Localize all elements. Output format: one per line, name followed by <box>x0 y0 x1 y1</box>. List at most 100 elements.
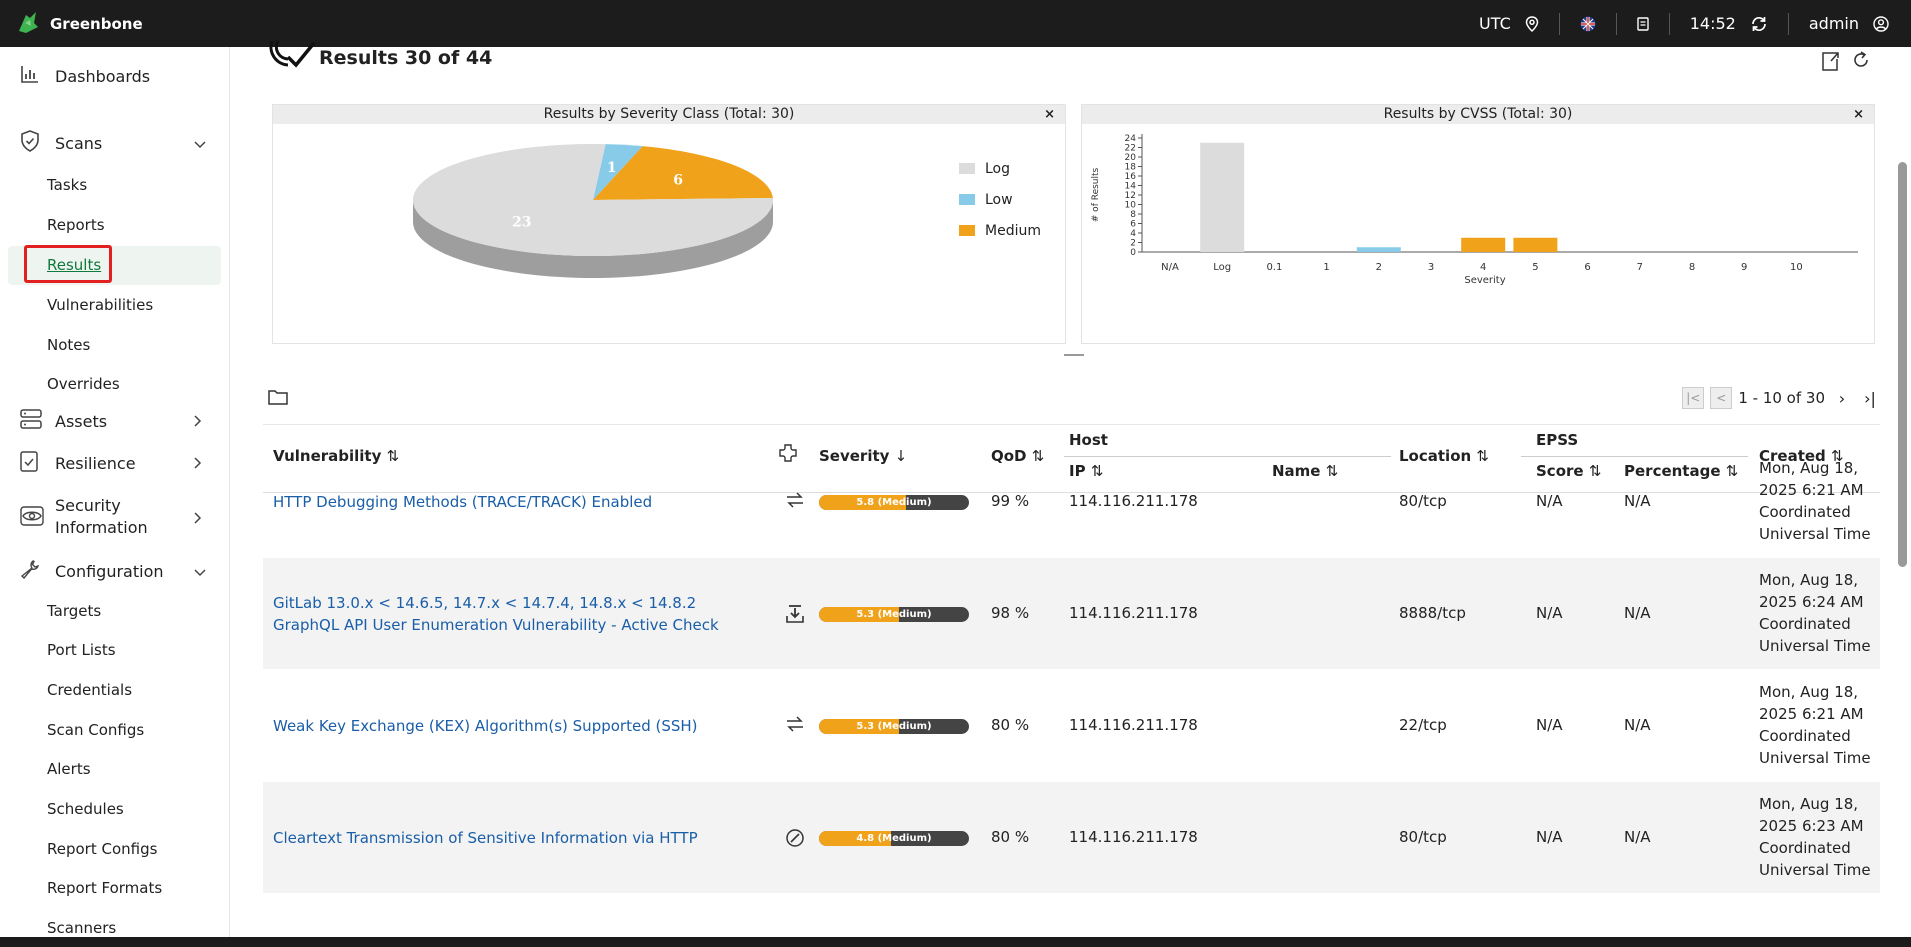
next-page-button[interactable]: › <box>1838 388 1846 408</box>
col-created[interactable]: Created ⇅ <box>1759 447 1844 465</box>
bar-Log <box>1200 142 1245 252</box>
pie-legend: Log Low Medium <box>959 153 1041 246</box>
close-icon[interactable]: × <box>1044 107 1055 122</box>
vulnerability-link[interactable]: Weak Key Exchange (KEX) Algorithm(s) Sup… <box>273 717 698 735</box>
col-vulnerability[interactable]: Vulnerability ⇅ <box>273 447 400 465</box>
pie-slice-medium <box>593 146 773 200</box>
refresh-icon[interactable] <box>1750 15 1768 33</box>
qod-value: 80 % <box>991 716 1030 734</box>
highlight-box <box>24 245 112 283</box>
chevron-right-icon <box>194 509 202 528</box>
solution-type-icon <box>778 443 798 467</box>
table-row[interactable]: Weak Key Exchange (KEX) Algorithm(s) Sup… <box>263 670 1880 782</box>
resize-handle[interactable] <box>1064 354 1084 356</box>
separator <box>1668 12 1670 35</box>
mitigation-icon <box>785 828 805 852</box>
x-tick-label: 7 <box>1637 262 1643 273</box>
table-row[interactable]: HTTP Debugging Methods (TRACE/TRACK) Ena… <box>263 446 1880 558</box>
workaround-icon <box>785 492 805 512</box>
manual-book-icon[interactable] <box>1637 16 1649 31</box>
col-location[interactable]: Location ⇅ <box>1399 447 1489 465</box>
sidebar-item-reports[interactable]: Reports <box>47 216 105 234</box>
col-ip[interactable]: IP ⇅ <box>1069 462 1104 480</box>
sidebar-item-scanners[interactable]: Scanners <box>47 919 117 937</box>
location-value: 22/tcp <box>1399 716 1447 734</box>
legend-item-medium[interactable]: Medium <box>959 215 1041 246</box>
x-tick-label: 5 <box>1532 262 1538 273</box>
vulnerability-link[interactable]: HTTP Debugging Methods (TRACE/TRACK) Ena… <box>273 493 653 511</box>
x-axis-label: Severity <box>1464 275 1505 286</box>
col-percentage[interactable]: Percentage ⇅ <box>1624 462 1739 480</box>
severity-bar: 5.8 (Medium) <box>819 495 969 510</box>
x-tick-label: N/A <box>1161 262 1179 273</box>
last-page-button[interactable]: ›| <box>1864 388 1876 408</box>
sidebar-item-notes[interactable]: Notes <box>47 336 91 354</box>
language-flag-icon[interactable] <box>1580 16 1596 32</box>
table-row[interactable]: GitLab 13.0.x < 14.6.5, 14.7.x < 14.7.4,… <box>263 558 1880 670</box>
cvss-title: Results by CVSS (Total: 30) <box>1383 106 1573 122</box>
sidebar-item-alerts[interactable]: Alerts <box>47 760 91 778</box>
x-tick-label: 2 <box>1376 262 1382 273</box>
sidebar-item-schedules[interactable]: Schedules <box>47 800 124 818</box>
col-host: Host <box>1069 431 1108 449</box>
location-value: 8888/tcp <box>1399 604 1466 622</box>
user-name[interactable]: admin <box>1808 14 1859 33</box>
y-axis-label: # of Results <box>1091 167 1101 222</box>
legend-item-low[interactable]: Low <box>959 184 1041 215</box>
sidebar-item-scan-configs[interactable]: Scan Configs <box>47 721 145 739</box>
chevron-down-icon <box>194 562 206 581</box>
pie-side <box>413 200 773 278</box>
top-bar: Greenbone UTC 14:52 admin <box>0 0 1911 47</box>
nav-configuration[interactable]: Configuration <box>0 560 220 582</box>
reload-icon[interactable] <box>1851 50 1871 76</box>
vulnerability-link[interactable]: Cleartext Transmission of Sensitive Info… <box>273 829 698 847</box>
y-tick-label: 2 <box>1130 239 1136 249</box>
host-ip[interactable]: 114.116.211.178 <box>1069 828 1198 846</box>
x-tick-label: 0.1 <box>1266 262 1282 273</box>
y-tick-label: 20 <box>1125 153 1137 163</box>
sidebar-item-report-configs[interactable]: Report Configs <box>47 840 158 858</box>
host-ip[interactable]: 114.116.211.178 <box>1069 604 1198 622</box>
table-row[interactable]: Cleartext Transmission of Sensitive Info… <box>263 782 1880 894</box>
nav-scans[interactable]: Scans <box>0 130 220 154</box>
bar-axes <box>1141 134 1858 253</box>
col-score[interactable]: Score ⇅ <box>1536 462 1602 480</box>
export-icon[interactable] <box>1821 50 1841 76</box>
legend-item-log[interactable]: Log <box>959 153 1041 184</box>
first-page-button[interactable]: |< <box>1682 387 1705 409</box>
sidebar-item-vulnerabilities[interactable]: Vulnerabilities <box>47 296 154 314</box>
nav-security-information[interactable]: Security Information <box>0 496 220 540</box>
col-qod[interactable]: QoD ⇅ <box>991 447 1045 465</box>
col-name[interactable]: Name ⇅ <box>1272 462 1339 480</box>
severity-bar: 4.8 (Medium) <box>819 831 969 846</box>
sidebar-item-tasks[interactable]: Tasks <box>47 176 88 194</box>
separator <box>1787 12 1789 35</box>
nav-dashboards[interactable]: Dashboards <box>0 65 220 87</box>
main-scrollbar[interactable] <box>1898 162 1907 567</box>
folder-icon[interactable] <box>268 389 288 409</box>
vendor-fix-icon <box>785 604 805 628</box>
sidebar-item-credentials[interactable]: Credentials <box>47 681 133 699</box>
sidebar-item-results[interactable]: Results <box>47 256 102 274</box>
user-avatar-icon[interactable] <box>1873 15 1889 32</box>
qod-value: 99 % <box>991 492 1030 510</box>
nav-assets[interactable]: Assets <box>0 409 220 432</box>
nav-resilience[interactable]: Resilience <box>0 451 220 474</box>
sidebar: Dashboards Scans Tasks Reports Results V… <box>0 47 230 947</box>
host-ip[interactable]: 114.116.211.178 <box>1069 716 1198 734</box>
sidebar-item-report-formats[interactable]: Report Formats <box>47 879 163 897</box>
close-icon[interactable]: × <box>1853 107 1864 122</box>
sidebar-item-overrides[interactable]: Overrides <box>47 375 120 393</box>
brand[interactable]: Greenbone <box>16 9 143 39</box>
col-severity[interactable]: Severity ↓ <box>819 447 908 465</box>
sidebar-item-targets[interactable]: Targets <box>47 602 102 620</box>
previous-page-button[interactable]: < <box>1710 387 1733 409</box>
sidebar-item-port-lists[interactable]: Port Lists <box>47 641 116 659</box>
vulnerability-link[interactable]: GitLab 13.0.x < 14.6.5, 14.7.x < 14.7.4,… <box>273 594 719 634</box>
y-tick-label: 12 <box>1125 191 1136 201</box>
host-ip[interactable]: 114.116.211.178 <box>1069 492 1198 510</box>
location-pin-icon[interactable] <box>1525 15 1539 32</box>
bar-5 <box>1513 237 1558 252</box>
pagination: |< < 1 - 10 of 30 › ›| <box>1682 387 1881 409</box>
